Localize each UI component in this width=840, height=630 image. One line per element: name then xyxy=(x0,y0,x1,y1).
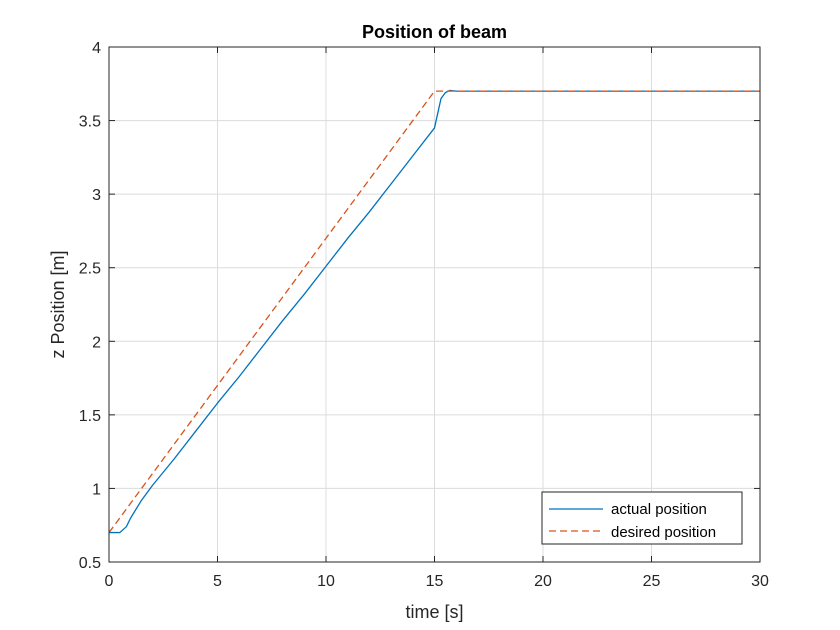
y-tick-label: 2.5 xyxy=(79,261,101,278)
ticks-layer xyxy=(108,46,761,563)
x-tick-label: 20 xyxy=(534,573,552,590)
grid-layer xyxy=(109,47,760,562)
y-tick-label: 4 xyxy=(92,40,101,57)
y-tick-label: 1.5 xyxy=(79,408,101,425)
y-tick-label: 1 xyxy=(92,481,101,498)
y-tick-label: 3.5 xyxy=(79,114,101,131)
legend-label-actual-position: actual position xyxy=(611,501,707,518)
x-tick-label: 5 xyxy=(213,573,222,590)
x-tick-label: 10 xyxy=(317,573,335,590)
x-axis-label: time [s] xyxy=(405,602,463,622)
tick-labels-layer: 0 5 10 15 20 25 30 0.5 1 1.5 2 2.5 3 3.5 4 xyxy=(79,40,769,590)
series-line-desired-position xyxy=(108,90,760,533)
legend-label-desired-position: desired position xyxy=(611,524,716,541)
legend: actual position desired position xyxy=(541,491,743,545)
legend-box xyxy=(541,491,743,545)
x-tick-label: 0 xyxy=(105,573,114,590)
y-tick-label: 2 xyxy=(92,334,101,351)
series-layer xyxy=(108,89,760,534)
chart-title: Position of beam xyxy=(362,22,507,42)
x-tick-label: 30 xyxy=(751,573,769,590)
x-tick-label: 25 xyxy=(643,573,661,590)
y-tick-label: 0.5 xyxy=(79,555,101,572)
x-tick-label: 15 xyxy=(426,573,444,590)
y-axis-label: z Position [m] xyxy=(48,250,68,358)
y-tick-label: 3 xyxy=(92,187,101,204)
